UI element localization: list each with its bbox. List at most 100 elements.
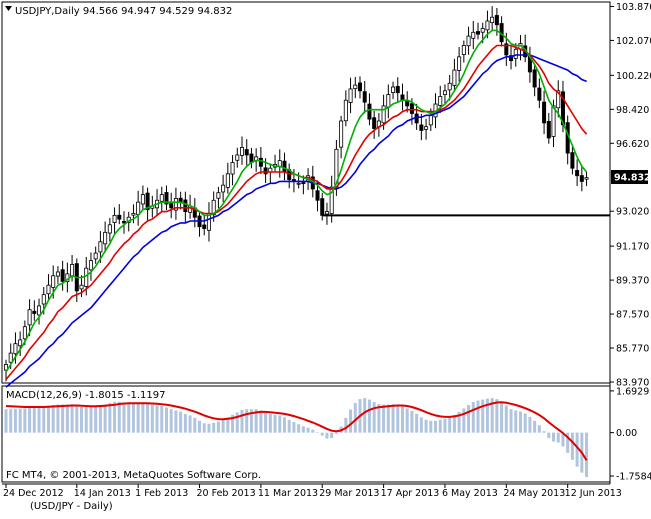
macd-histogram-bar <box>561 432 565 447</box>
macd-histogram-bar <box>372 402 376 433</box>
candle <box>230 154 235 186</box>
candle-body <box>570 152 575 169</box>
macd-histogram-bar <box>42 406 46 433</box>
candle-body <box>480 28 485 33</box>
candle-body <box>221 184 226 193</box>
macd-histogram-bar <box>212 422 216 433</box>
macd-histogram-bar <box>382 404 386 433</box>
candle-body <box>442 90 447 95</box>
time-axis-label: 11 Mar 2013 <box>258 488 318 499</box>
candle-body <box>461 45 466 55</box>
candle-body <box>296 182 301 185</box>
candle-body <box>282 160 287 173</box>
candle-body <box>419 124 424 131</box>
copyright-text: FC MT4, © 2001-2013, MetaQuotes Software… <box>6 470 261 481</box>
macd-histogram-bar <box>311 429 315 433</box>
candle <box>244 139 249 166</box>
macd-histogram-bar <box>400 406 404 433</box>
candle-body <box>131 213 136 216</box>
candle <box>575 159 580 187</box>
candle-body <box>117 214 122 220</box>
candle-body <box>386 94 391 108</box>
candle-body <box>70 264 75 277</box>
axes-group: 103.870 102.070 100.220 98.420 96.620 93.020 9… <box>3 2 651 499</box>
macd-histogram-bar <box>9 409 13 433</box>
price-axis-label: 91.170 <box>616 242 649 253</box>
candle-body <box>13 343 18 355</box>
candle-body <box>457 56 462 71</box>
candle-body <box>8 352 13 363</box>
price-axis-label: 98.420 <box>616 105 649 116</box>
macd-histogram-bar <box>179 411 183 433</box>
candle <box>164 185 169 211</box>
macd-histogram-bar <box>429 420 433 433</box>
price-axis-label: 83.970 <box>616 378 649 389</box>
candle-body <box>372 117 377 129</box>
candle <box>471 20 476 50</box>
macd-histogram-bar <box>575 432 579 467</box>
candle-body <box>490 16 495 24</box>
macd-histogram-bar <box>51 405 55 433</box>
time-axis-label: 1 Feb 2013 <box>135 488 188 499</box>
price-axis-label: 85.770 <box>616 344 649 355</box>
candle <box>452 58 457 92</box>
candle <box>122 211 127 234</box>
macd-histogram-bar <box>103 404 107 433</box>
macd-histogram-bar <box>585 432 589 478</box>
candle <box>579 165 584 192</box>
macd-histogram-bar <box>23 408 27 433</box>
macd-histogram-bar <box>353 403 357 433</box>
macd-histogram-bar <box>231 414 235 433</box>
macd-histogram-bar <box>117 401 121 433</box>
candle-body <box>301 182 306 185</box>
candle <box>13 332 18 364</box>
macd-histogram-bar <box>249 409 253 433</box>
macd-histogram-bar <box>297 424 301 433</box>
candle <box>339 115 344 159</box>
macd-histogram-bar <box>467 405 471 433</box>
macd-histogram-bar <box>282 417 286 433</box>
candle <box>88 252 93 281</box>
candle <box>353 76 358 99</box>
candle <box>457 46 462 82</box>
candle-body <box>173 197 178 211</box>
macd-axis-label: 1.6929 <box>616 386 649 397</box>
price-axis-label: 93.020 <box>616 207 649 218</box>
candle-body <box>169 203 174 209</box>
candle <box>46 274 51 300</box>
candle-body <box>551 105 556 137</box>
candle <box>461 40 466 63</box>
symbol-menu-triangle-icon[interactable] <box>5 6 12 11</box>
macd-histogram-bar <box>443 418 447 433</box>
macd-histogram-bar <box>268 413 272 433</box>
price-series-group <box>4 6 610 388</box>
macd-histogram-bar <box>245 409 249 433</box>
candle-body <box>509 55 514 62</box>
macd-histogram-bar <box>386 404 390 433</box>
macd-histogram-bar <box>377 404 381 433</box>
candle <box>103 221 108 253</box>
candle-body <box>452 69 457 86</box>
macd-histogram-bar <box>80 406 84 433</box>
macd-histogram-bar <box>127 403 131 433</box>
candle-body <box>239 147 244 156</box>
candle-body <box>164 192 169 205</box>
macd-histogram-bar <box>495 399 499 433</box>
macd-histogram-bar <box>306 427 310 433</box>
candle <box>27 299 32 337</box>
candle-body <box>88 260 93 271</box>
candle <box>348 77 353 114</box>
candle-body <box>447 82 452 91</box>
macd-histogram-bar <box>566 432 570 453</box>
macd-histogram-bar <box>533 420 537 433</box>
candle <box>447 74 452 101</box>
candle <box>584 171 589 187</box>
candle <box>324 202 329 225</box>
macd-histogram-bar <box>537 425 541 433</box>
macd-histogram-bar <box>542 431 546 433</box>
candle <box>570 144 575 175</box>
macd-histogram-bar <box>405 408 409 433</box>
candle <box>145 187 150 221</box>
candle-body <box>202 224 207 229</box>
